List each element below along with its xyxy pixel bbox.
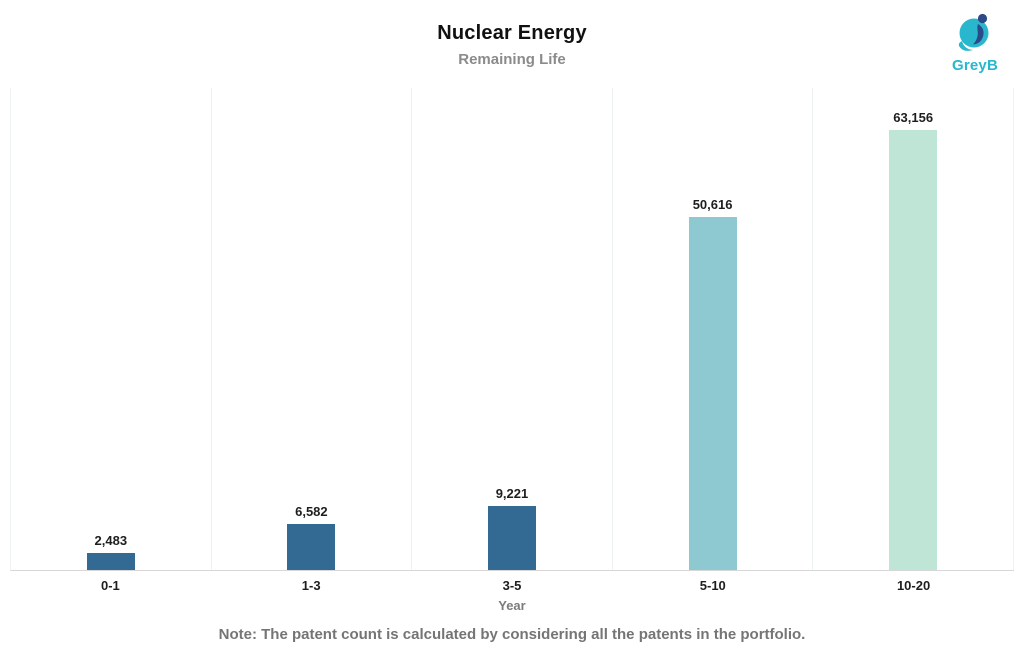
bar-value-label: 9,221 [495, 486, 529, 501]
chart-title: Nuclear Energy [437, 22, 587, 44]
chart-pane: 2,483 [11, 88, 212, 570]
greyb-logo-text: GreyB [951, 57, 999, 74]
x-axis-tick-label: 5-10 [699, 578, 726, 593]
chart-pane: 50,616 [613, 88, 814, 570]
chart-pane: 63,156 [813, 88, 1014, 570]
bar[interactable] [287, 524, 336, 570]
x-axis-tick-label: 1-3 [301, 578, 321, 593]
bar-value-label: 2,483 [94, 533, 128, 548]
chart-pane: 9,221 [412, 88, 613, 570]
chart-panes: 2,483 6,582 9,221 50,616 63,156 [10, 88, 1014, 571]
chart-pane: 6,582 [212, 88, 413, 570]
chart-header: Nuclear Energy Remaining Life [0, 22, 1024, 68]
bar[interactable] [86, 553, 135, 570]
greyb-logo-icon [944, 10, 1006, 56]
x-axis-tick-label: 10-20 [896, 578, 931, 593]
x-axis-tick-label: 3-5 [502, 578, 522, 593]
x-axis-ticks: 0-1 1-3 3-5 5-10 10-20 [10, 571, 1014, 593]
bar[interactable] [487, 506, 536, 570]
bar[interactable] [889, 130, 938, 570]
x-axis-title: Year [498, 598, 526, 613]
bar-value-label: 6,582 [295, 504, 328, 519]
footnote: Note: The patent count is calculated by … [218, 626, 806, 643]
bar-value-label: 63,156 [893, 110, 934, 125]
bar[interactable] [688, 217, 737, 570]
bar-value-label: 50,616 [692, 197, 733, 212]
chart-subtitle: Remaining Life [458, 51, 566, 68]
greyb-logo: GreyB [944, 10, 1006, 74]
x-axis-tick-label: 0-1 [101, 578, 120, 593]
bar-chart: 2,483 6,582 9,221 50,616 63,156 0-1 1-3 3-5 5-1… [10, 88, 1014, 593]
